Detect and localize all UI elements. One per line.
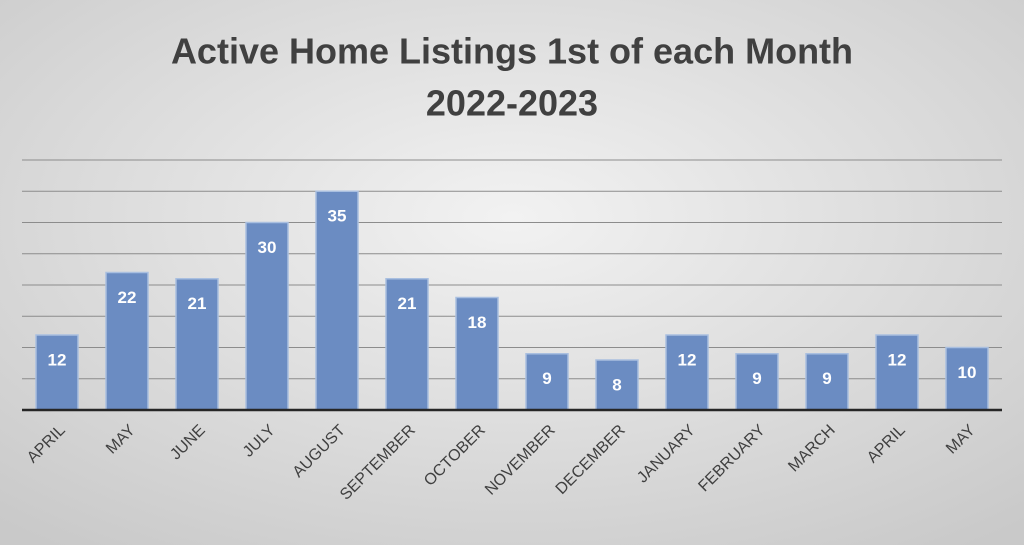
value-label: 21	[398, 294, 417, 313]
value-label: 12	[678, 350, 697, 369]
value-label: 21	[188, 294, 207, 313]
value-label: 8	[612, 375, 621, 394]
value-label: 9	[542, 369, 551, 388]
value-label: 9	[822, 369, 831, 388]
bar	[245, 221, 289, 411]
bar	[805, 353, 849, 411]
value-label: 12	[888, 350, 907, 369]
value-label: 18	[468, 313, 487, 332]
value-label: 30	[258, 238, 277, 257]
chart-subtitle: 2022-2023	[426, 83, 598, 124]
value-label: 9	[752, 369, 761, 388]
bar	[455, 296, 499, 411]
bar	[945, 346, 989, 411]
bar	[735, 353, 779, 411]
value-label: 35	[328, 207, 347, 226]
bar	[35, 334, 79, 411]
value-label: 10	[958, 363, 977, 382]
value-label: 12	[48, 350, 67, 369]
bar	[665, 334, 709, 411]
bar	[595, 359, 639, 411]
value-label: 22	[118, 288, 137, 307]
chart-title: Active Home Listings 1st of each Month	[171, 31, 853, 72]
bar	[315, 190, 359, 411]
bar	[875, 334, 919, 411]
bar	[385, 278, 429, 411]
bar	[105, 271, 149, 411]
bar	[175, 278, 219, 411]
